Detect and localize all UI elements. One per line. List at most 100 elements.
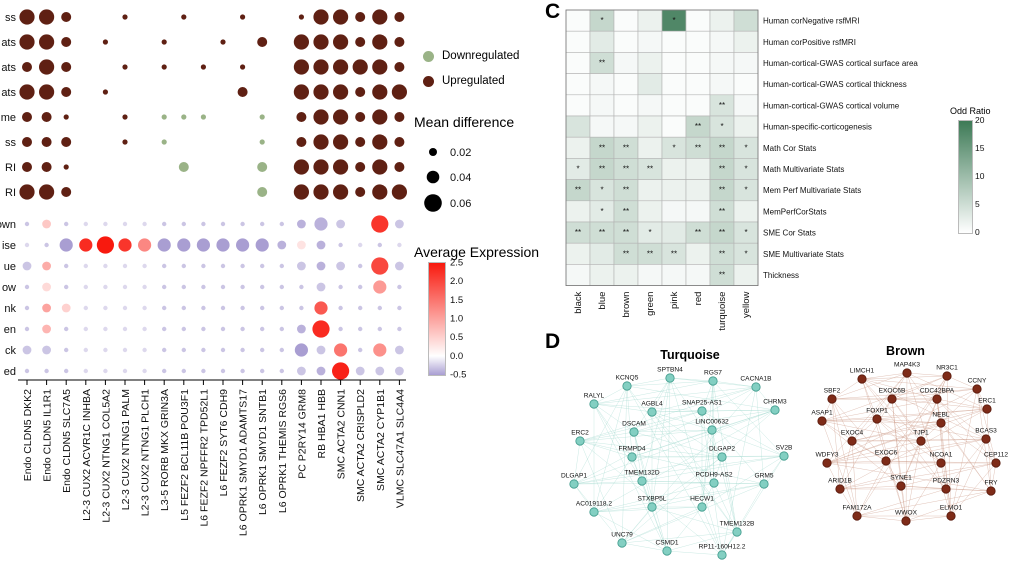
colorbar-tick: 20 <box>975 115 985 125</box>
expression-dot <box>312 320 330 338</box>
network-edge <box>856 375 948 517</box>
expression-dot <box>314 217 328 231</box>
deg-dot <box>259 139 265 145</box>
deg-dot <box>391 84 407 100</box>
expression-dot <box>118 238 132 252</box>
downregulated-dot-icon <box>423 50 434 62</box>
deg-dot <box>102 39 108 45</box>
column-label: L2-3 CUX2 NTNG1 PALM <box>120 389 132 510</box>
deg-dot <box>372 9 388 25</box>
expression-dot <box>316 282 326 292</box>
deg-dot <box>313 84 329 100</box>
expression-dot <box>103 368 108 374</box>
network-edge <box>826 408 988 464</box>
expression-dot <box>279 305 284 311</box>
heatmap-cell <box>661 264 687 286</box>
heatmap-cell <box>685 9 711 32</box>
network-edge <box>976 388 997 464</box>
network-node <box>872 414 882 424</box>
expression-dot <box>201 368 206 374</box>
deg-dot <box>333 159 349 175</box>
network-node <box>991 458 1001 468</box>
network-edge <box>593 483 765 513</box>
expression-dot <box>316 345 326 355</box>
network-node <box>881 456 891 466</box>
significance-label: ** <box>719 143 725 152</box>
expression-dot <box>260 368 265 374</box>
expression-dot <box>260 326 265 332</box>
significance-label: ** <box>623 165 629 174</box>
expression-dot <box>142 326 147 332</box>
deg-dot <box>394 12 405 22</box>
heatmap-column-label: red <box>693 292 704 306</box>
significance-label: * <box>672 143 675 152</box>
network-edge <box>666 506 703 552</box>
deg-dot <box>293 159 309 175</box>
significance-label: * <box>744 143 747 152</box>
network-node <box>751 382 761 392</box>
column-label: SMC ACTA2 CNN1 <box>336 389 348 479</box>
significance-label: ** <box>575 228 581 237</box>
network-edge <box>593 511 668 552</box>
heatmap-cell <box>589 73 615 96</box>
network-edge <box>713 482 738 533</box>
column-label: L5 FEZF2 BCL11B POU3F1 <box>179 389 191 521</box>
network-node <box>932 394 942 404</box>
deg-dot <box>161 139 167 145</box>
expression-dot <box>138 238 152 252</box>
node-label: CHRM3 <box>763 399 787 406</box>
colorbar-tick: 10 <box>975 171 985 181</box>
expression-dot <box>162 368 167 374</box>
expression-dot <box>42 219 51 229</box>
heatmap-row-label: Human-specific-corticogenesis <box>763 123 872 132</box>
network-edge <box>945 438 987 490</box>
heatmap-column-label: pink <box>669 291 680 309</box>
deg-dot <box>333 184 349 200</box>
expression-dot <box>377 326 382 332</box>
deg-dot <box>372 159 388 175</box>
network-edge <box>826 388 978 464</box>
expression-dot <box>142 368 147 374</box>
deg-dot <box>61 187 72 197</box>
network-edge <box>721 455 785 556</box>
deg-dot <box>102 89 108 95</box>
deg-dot <box>61 12 72 22</box>
node-label: NR3C1 <box>936 365 958 372</box>
network-node <box>647 502 657 512</box>
expression-dot <box>216 238 230 252</box>
deg-dot <box>352 59 368 75</box>
network-edge <box>651 506 738 533</box>
network-node <box>942 371 952 381</box>
network-edge <box>946 375 978 390</box>
network-edge <box>940 422 997 464</box>
expression-dot <box>297 240 306 250</box>
network-edge <box>721 483 765 556</box>
network-edge <box>755 386 765 485</box>
heatmap-cell <box>613 264 639 286</box>
node-label: TMEM132D <box>624 470 659 477</box>
expression-dot <box>83 221 89 227</box>
deg-dot <box>200 64 206 70</box>
expression-dot <box>371 215 389 233</box>
expression-dot <box>297 219 306 229</box>
network-node <box>981 434 991 444</box>
network-edge <box>936 398 987 440</box>
expression-dot <box>220 305 226 311</box>
deg-dot <box>200 114 206 120</box>
heatmap-cell <box>637 115 663 138</box>
expression-dot <box>260 347 265 353</box>
network-edge <box>633 431 643 482</box>
expression-dot <box>196 238 210 252</box>
significance-label: ** <box>695 122 701 131</box>
network-node <box>708 376 718 386</box>
network-node <box>575 436 585 446</box>
network-edge <box>905 440 922 522</box>
column-label: L2-3 CUX2 ACVR1C INHBA <box>81 389 93 521</box>
deg-dot <box>63 114 69 120</box>
node-label: SYNE1 <box>890 475 912 482</box>
deg-dot <box>161 64 167 70</box>
heatmap-cell <box>661 52 687 74</box>
heatmap-cell <box>661 200 687 223</box>
size-legend-dot <box>426 170 440 184</box>
network-node <box>589 507 599 517</box>
